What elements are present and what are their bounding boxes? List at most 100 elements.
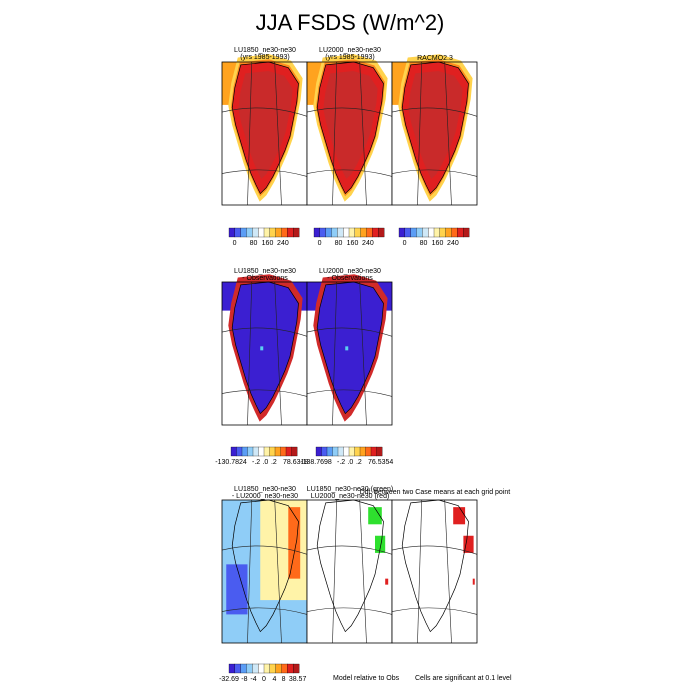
panel-title-p2: (yrs 1985-1993) [325,54,374,61]
panel-frame [306,281,393,426]
colorbar-swatch [258,446,265,457]
parallel-line [391,169,478,177]
colorbar-swatch [240,227,247,238]
meridian-line [247,281,253,426]
colorbar-swatch [293,227,300,238]
map-panel-p3 [391,54,478,206]
colorbar-label: 240 [277,240,289,247]
colorbar-swatch [274,446,281,457]
colorbar-swatch [354,227,362,238]
panel-frame [391,61,478,206]
map-panel-p5 [306,274,393,426]
colorbar-label: -130.7824 [215,459,247,466]
greenland-coastline [316,61,384,195]
colorbar-cb6: -32.69 -8 -4 0 4 8 38.57 [219,663,307,683]
parallel-line [306,169,393,177]
figure-title: JJA FSDS (W/m^2) [255,10,445,35]
panel-title-p6: - LU2000_ne30-ne30 [232,493,298,500]
panel-title-p4: LU1850_ne30-ne30 [234,268,296,275]
colorbar-swatch [293,663,300,674]
colorbar-cb3: 0 80 160 240 [398,227,470,247]
meridian-line [417,499,423,644]
colorbar-swatch [287,227,294,238]
footnote-significance: Cells are significant at 0.1 level [415,675,512,682]
parallel-line [221,107,308,117]
colorbar-label: 76.5354 [368,459,393,466]
colorbar-label: 4 [273,676,277,683]
parallel-line [306,389,393,397]
colorbar-label: 78.6318 [283,459,308,466]
parallel-line [306,327,393,337]
map-panel-p4 [221,274,308,426]
colorbar-swatch [269,446,276,457]
colorbar-swatch [240,663,247,674]
colorbar-swatch [263,227,271,238]
colorbar-swatch [451,227,458,238]
parallel-line [391,607,478,615]
field-patch [238,71,293,179]
meridian-line [274,61,282,206]
colorbar-swatch [313,227,321,238]
colorbar-label: 240 [362,240,374,247]
colorbar-swatch [287,663,294,674]
meridian-line [359,499,367,644]
panel-title-p1: LU1850_ne30-ne30 [234,47,296,54]
colorbar-label: .2 [271,459,277,466]
colorbar-swatch [348,446,355,457]
sig-cells-red [385,578,389,585]
colorbar-swatch [410,227,417,238]
colorbar-swatch [285,446,292,457]
colorbar-swatch [275,227,282,238]
colorbar-swatch [246,227,253,238]
colorbar-label: -.2 [252,459,260,466]
greenland-coastline [231,499,299,633]
colorbar-swatch [325,227,332,238]
colorbar-swatch [252,227,259,238]
greenland-coastline [316,499,384,633]
colorbar-swatch [228,663,236,674]
colorbar-swatch [337,446,344,457]
colorbar-swatch [326,446,333,457]
meridian-line [247,61,253,206]
colorbar-label: .0 [262,459,268,466]
sig-cells-red [453,507,466,525]
meridian-line [274,281,282,426]
greenland-coastline [401,61,469,195]
parallel-line [306,545,393,555]
colorbar-label: 0 [262,676,266,683]
colorbar-swatch [281,227,288,238]
colorbar-swatch [360,227,367,238]
sig-cells-green [375,535,386,553]
colorbar-swatch [359,446,366,457]
colorbar-label: 80 [420,240,428,247]
colorbar-swatch [398,227,406,238]
colorbar-label: 80 [250,240,258,247]
colorbar-label: -32.69 [219,676,239,683]
colorbar-swatch [269,227,277,238]
colorbar-label: 38.57 [289,676,307,683]
colorbar-swatch [372,227,379,238]
panel-title-p1: (yrs 1985-1993) [240,54,289,61]
colorbar-swatch [281,663,288,674]
sig-cells-red [472,578,475,585]
colorbar-swatch [228,227,236,238]
map-panel-p1 [221,54,308,206]
colorbar-swatch [319,227,327,238]
panel-title-p7: LU2000_ne30-ne30 (red) [311,493,390,500]
field-patch [226,564,248,615]
colorbar-label: 160 [262,240,274,247]
colorbar-swatch [337,227,344,238]
colorbar-label: -4 [250,676,256,683]
colorbar-swatch [331,227,338,238]
parallel-line [221,607,308,615]
parallel-line [221,545,308,555]
colorbar-label: -8 [241,676,247,683]
colorbar-swatch [291,446,298,457]
colorbar-swatch [230,446,237,457]
colorbar-cb5: -138.7698 -.2.0.2 76.5354 [300,446,393,466]
footnote-model-relative: Model relative to Obs [333,675,400,682]
colorbar-swatch [354,446,361,457]
colorbar-swatch [280,446,287,457]
map-panel-p2 [306,54,393,206]
